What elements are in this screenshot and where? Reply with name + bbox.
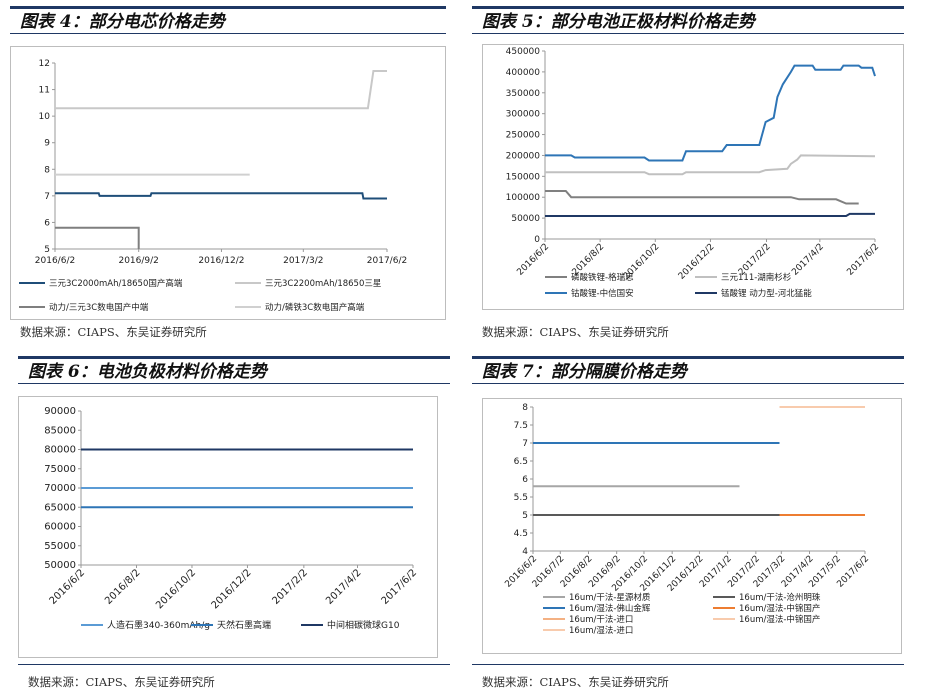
x-tick-label: 2017/2/2 [270,567,310,607]
source-note: 数据来源：CIAPS、东吴证券研究所 [28,675,215,689]
legend-label: 中间相碳微球G10 [327,619,400,631]
series-line [545,212,875,217]
source-note: 数据来源：CIAPS、东吴证券研究所 [482,325,669,339]
y-tick-label: 5 [44,245,50,255]
y-tick-label: 90000 [44,406,76,417]
y-tick-label: 7 [522,439,528,449]
y-tick-label: 450000 [506,47,541,57]
panel-separator-price: 图表 7：部分隔膜价格走势 4 4.5 5 5.5 6 6.5 7 7.5 8 2016/6/2 2… [472,356,904,696]
y-tick-label: 60000 [44,522,76,533]
legend-label: 16um/湿法-进口 [569,625,633,636]
legend-label: 16um/干法-沧州明珠 [739,592,821,603]
cathode-price-chart: 0 50000 100000 150000 200000 250000 300000 3500… [506,47,881,299]
panel-title: 图表 4：部分电芯价格走势 [10,6,446,34]
legend-label: 钴酸锂-中信国安 [571,288,634,299]
x-tick-label: 2016/6/2 [515,242,551,278]
panel-title: 图表 5：部分电池正极材料价格走势 [472,6,904,34]
y-tick-label: 6.5 [514,457,528,467]
legend-label: 16um/湿法-中锦国产 [739,614,820,625]
chart-frame: 5 6 7 8 9 10 11 12 2016/6/2 2016/9/2 2016/12/2 2017… [10,46,446,320]
y-tick-label: 350000 [506,89,541,99]
source-note: 数据来源：CIAPS、东吴证券研究所 [482,675,669,689]
chart-frame: 0 50000 100000 150000 200000 250000 300000 3500… [482,44,904,310]
x-tick-label: 2016/6/2 [35,256,75,266]
x-tick-label: 2016/8/2 [103,567,143,607]
y-tick-label: 150000 [506,172,541,182]
cell-price-chart: 5 6 7 8 9 10 11 12 2016/6/2 2016/9/2 2016/12/2 2017… [19,59,407,313]
y-tick-label: 4.5 [514,529,528,539]
x-tick-label: 2016/6/2 [48,567,88,607]
legend-label: 16um/湿法-中锦国产 [739,603,820,614]
legend-label: 16um/湿法-佛山金辉 [569,603,651,614]
y-tick-label: 75000 [44,464,76,475]
panel-cell-price: 图表 4：部分电芯价格走势 5 6 7 8 9 10 11 12 2016/6/2 2016/9/… [10,6,446,346]
y-tick-label: 4 [522,547,528,557]
legend-label: 16um/干法-进口 [569,614,633,625]
x-tick-label: 2016/9/2 [118,256,158,266]
y-tick-label: 10 [39,112,51,122]
y-tick-label: 6 [44,218,50,228]
y-tick-label: 250000 [506,131,541,141]
separator-price-chart: 44.555.566.577.582016/6/22016/7/22016/8/… [503,403,871,636]
legend-label: 磷酸铁锂-格瑞思 [571,272,634,283]
y-tick-label: 50000 [511,214,540,224]
y-tick-label: 8 [44,165,50,175]
series-line [545,154,876,176]
legend-label: 动力/三元3C数电国产中端 [49,302,149,313]
series-line [545,64,876,162]
x-tick-label: 2016/12/2 [198,256,244,266]
panel-cathode-price: 图表 5：部分电池正极材料价格走势 0 50000 100000 150000 2000… [472,6,904,346]
x-tick-label: 2017/6/2 [380,567,420,607]
x-tick-label: 2017/3/2 [283,256,323,266]
y-tick-label: 100000 [506,193,541,203]
y-tick-label: 7.5 [514,421,528,431]
legend-label: 动力/磷铁3C数电国产高端 [265,302,365,313]
y-tick-label: 9 [44,139,50,149]
y-tick-label: 85000 [44,425,76,436]
y-tick-label: 8 [522,403,528,413]
y-tick-label: 55000 [44,541,76,552]
y-tick-label: 50000 [44,560,76,571]
x-tick-label: 2017/6/2 [845,242,881,278]
x-tick-label: 2017/4/2 [790,242,826,278]
y-tick-label: 0 [534,235,540,245]
series-line [545,190,859,205]
y-tick-label: 65000 [44,502,76,513]
y-tick-label: 300000 [506,110,541,120]
legend-label: 锰酸锂 动力型-河北猛能 [721,288,812,299]
legend-label: 天然石墨高端 [217,619,271,631]
chart-frame: 50000 55000 60000 65000 70000 75000 80000 85000… [18,396,438,658]
y-tick-label: 5.5 [514,493,528,503]
x-tick-label: 2016/12/2 [210,567,254,611]
y-tick-label: 80000 [44,445,76,456]
legend-label: 三元111-湖南杉杉 [721,272,792,283]
anode-price-chart: 50000 55000 60000 65000 70000 75000 80000 85000… [44,406,420,631]
legend-label: 人造石墨340-360mAh/g [107,619,210,631]
source-note: 数据来源：CIAPS、东吴证券研究所 [20,325,207,339]
y-tick-label: 6 [522,475,528,485]
legend-label: 16um/干法-星源材质 [569,592,651,603]
y-tick-label: 70000 [44,483,76,494]
x-tick-label: 2017/4/2 [324,567,364,607]
series-line [55,70,387,110]
chart-frame: 4 4.5 5 5.5 6 6.5 7 7.5 8 2016/6/2 2016/7/2 2016/8/… [482,398,902,654]
y-tick-label: 400000 [506,68,541,78]
x-tick-label: 2017/6/2 [367,256,407,266]
panel-title: 图表 7：部分隔膜价格走势 [472,356,904,384]
y-tick-label: 5 [522,511,528,521]
x-tick-label: 2016/10/2 [154,567,198,611]
series-line [55,192,387,200]
footer-rule [18,664,450,665]
y-tick-label: 7 [44,192,50,202]
y-tick-label: 11 [39,86,50,96]
series-line [55,226,140,249]
panel-title: 图表 6：电池负极材料价格走势 [18,356,450,384]
y-tick-label: 12 [39,59,50,69]
legend-label: 三元3C2200mAh/18650三星 [265,279,381,289]
y-tick-label: 200000 [506,151,541,161]
legend-label: 三元3C2000mAh/18650国产高端 [49,278,183,289]
footer-rule [472,664,904,665]
x-tick-label: 2016/12/2 [677,242,717,282]
panel-anode-price: 图表 6：电池负极材料价格走势 50000 55000 60000 65000 7000… [18,356,450,696]
